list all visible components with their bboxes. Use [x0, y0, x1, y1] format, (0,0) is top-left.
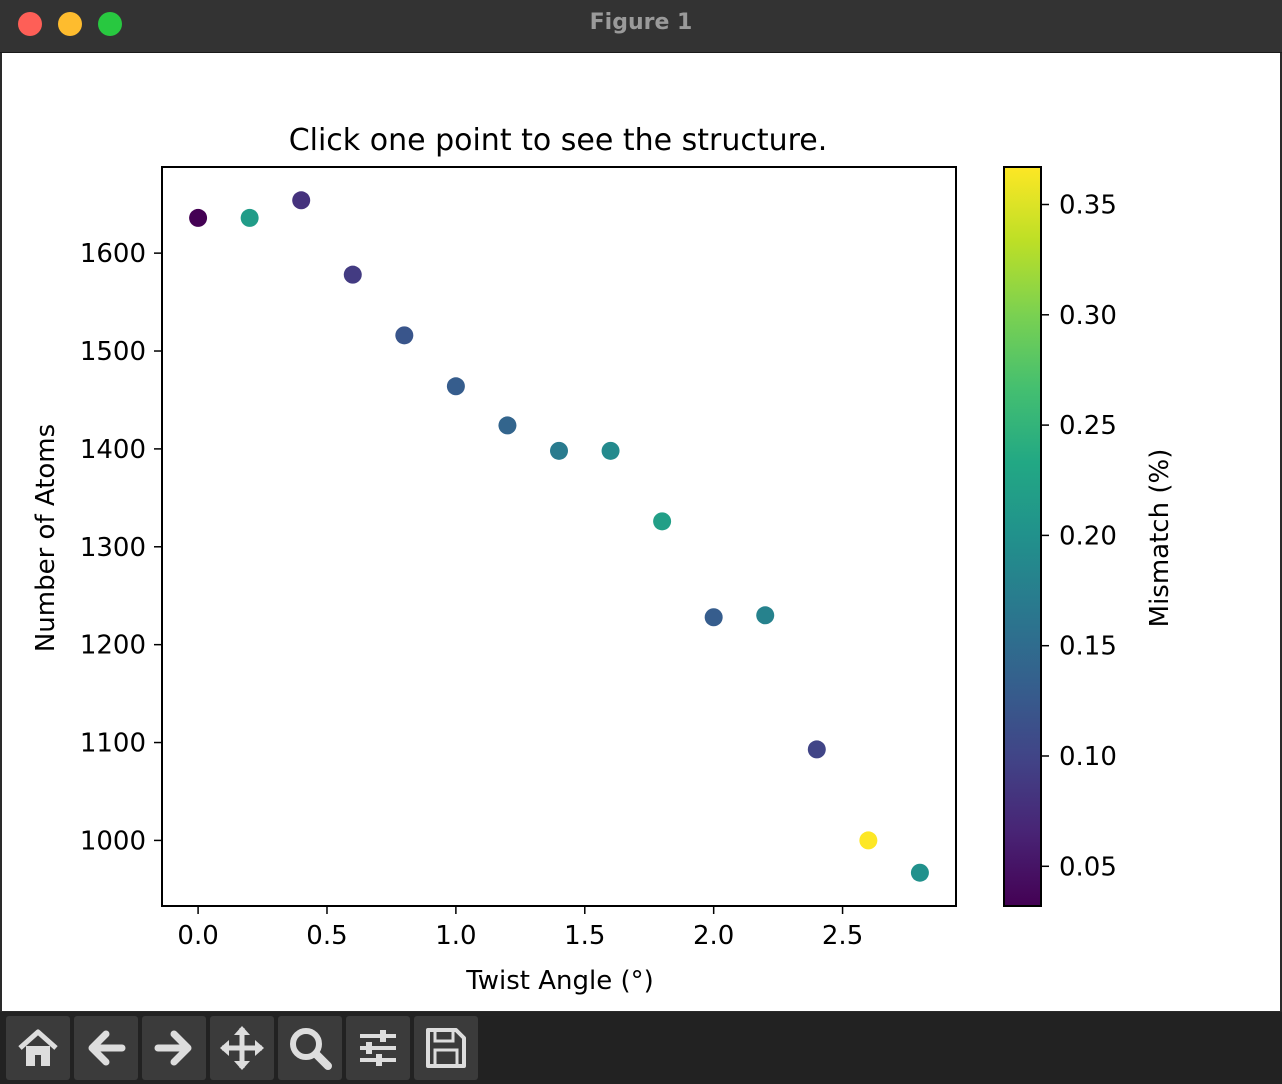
data-point[interactable]	[240, 208, 259, 227]
forward-button[interactable]	[142, 1016, 206, 1080]
x-tick-label: 1.0	[435, 921, 476, 951]
data-point[interactable]	[807, 740, 826, 759]
y-tick-label: 1200	[80, 631, 146, 661]
x-tick-label: 2.5	[822, 921, 863, 951]
colorbar-tick-label: 0.10	[1059, 742, 1117, 772]
data-point[interactable]	[653, 512, 672, 531]
data-point[interactable]	[343, 265, 362, 284]
zoom-button[interactable]	[278, 1016, 342, 1080]
data-point[interactable]	[189, 208, 208, 227]
x-tick-label: 1.5	[564, 921, 605, 951]
x-tick-label: 0.5	[306, 921, 347, 951]
data-point[interactable]	[292, 191, 311, 210]
data-point[interactable]	[446, 377, 465, 396]
sliders-icon	[360, 1030, 396, 1066]
x-axis-label: Twist Angle (°)	[465, 966, 654, 996]
data-point[interactable]	[756, 606, 775, 625]
colorbar-tick-label: 0.30	[1059, 301, 1117, 331]
data-point[interactable]	[550, 441, 568, 460]
floppy-disk-icon	[426, 1028, 466, 1068]
plot-frame	[161, 166, 957, 907]
figure-canvas[interactable]: Click one point to see the structure. 0.…	[2, 53, 1280, 1011]
move-icon	[220, 1026, 264, 1070]
y-tick-label: 1100	[80, 729, 146, 759]
arrow-right-icon	[154, 1030, 192, 1066]
x-tick-label: 0.0	[177, 921, 218, 951]
colorbar-tick-label: 0.35	[1059, 191, 1117, 221]
data-point[interactable]	[704, 608, 723, 627]
scatter-chart[interactable]: Click one point to see the structure. 0.…	[2, 53, 1280, 1011]
home-icon	[18, 1029, 58, 1066]
colorbar-label: Mismatch (%)	[1145, 449, 1175, 628]
y-tick-label: 1400	[80, 435, 146, 465]
home-button[interactable]	[6, 1016, 70, 1080]
configure-subplots-button[interactable]	[346, 1016, 410, 1080]
y-tick-label: 1300	[80, 533, 146, 563]
magnifier-icon	[290, 1028, 332, 1070]
data-point[interactable]	[910, 863, 929, 882]
data-point[interactable]	[395, 326, 414, 345]
navigation-toolbar	[0, 1012, 1282, 1084]
y-tick-label: 1600	[80, 239, 146, 269]
arrow-left-icon	[88, 1030, 126, 1066]
colorbar-tick-label: 0.05	[1059, 852, 1117, 882]
maximize-window-button[interactable]	[98, 12, 122, 36]
y-axis-label: Number of Atoms	[31, 424, 61, 652]
colorbar-tick-label: 0.20	[1059, 521, 1117, 551]
colorbar-tick-label: 0.25	[1059, 411, 1117, 441]
window-title: Figure 1	[589, 10, 693, 35]
data-point[interactable]	[859, 831, 878, 850]
colorbar-tick-label: 0.15	[1059, 632, 1117, 662]
pan-button[interactable]	[210, 1016, 274, 1080]
minimize-window-button[interactable]	[58, 12, 82, 36]
colorbar	[1003, 166, 1042, 907]
y-tick-label: 1000	[80, 826, 146, 856]
data-point[interactable]	[601, 441, 620, 460]
x-tick-label: 2.0	[693, 921, 734, 951]
back-button[interactable]	[74, 1016, 138, 1080]
data-point[interactable]	[498, 416, 517, 435]
chart-title: Click one point to see the structure.	[289, 123, 828, 158]
close-window-button[interactable]	[18, 12, 42, 36]
save-button[interactable]	[414, 1016, 478, 1080]
y-tick-label: 1500	[80, 337, 146, 367]
title-bar: Figure 1	[0, 0, 1282, 53]
